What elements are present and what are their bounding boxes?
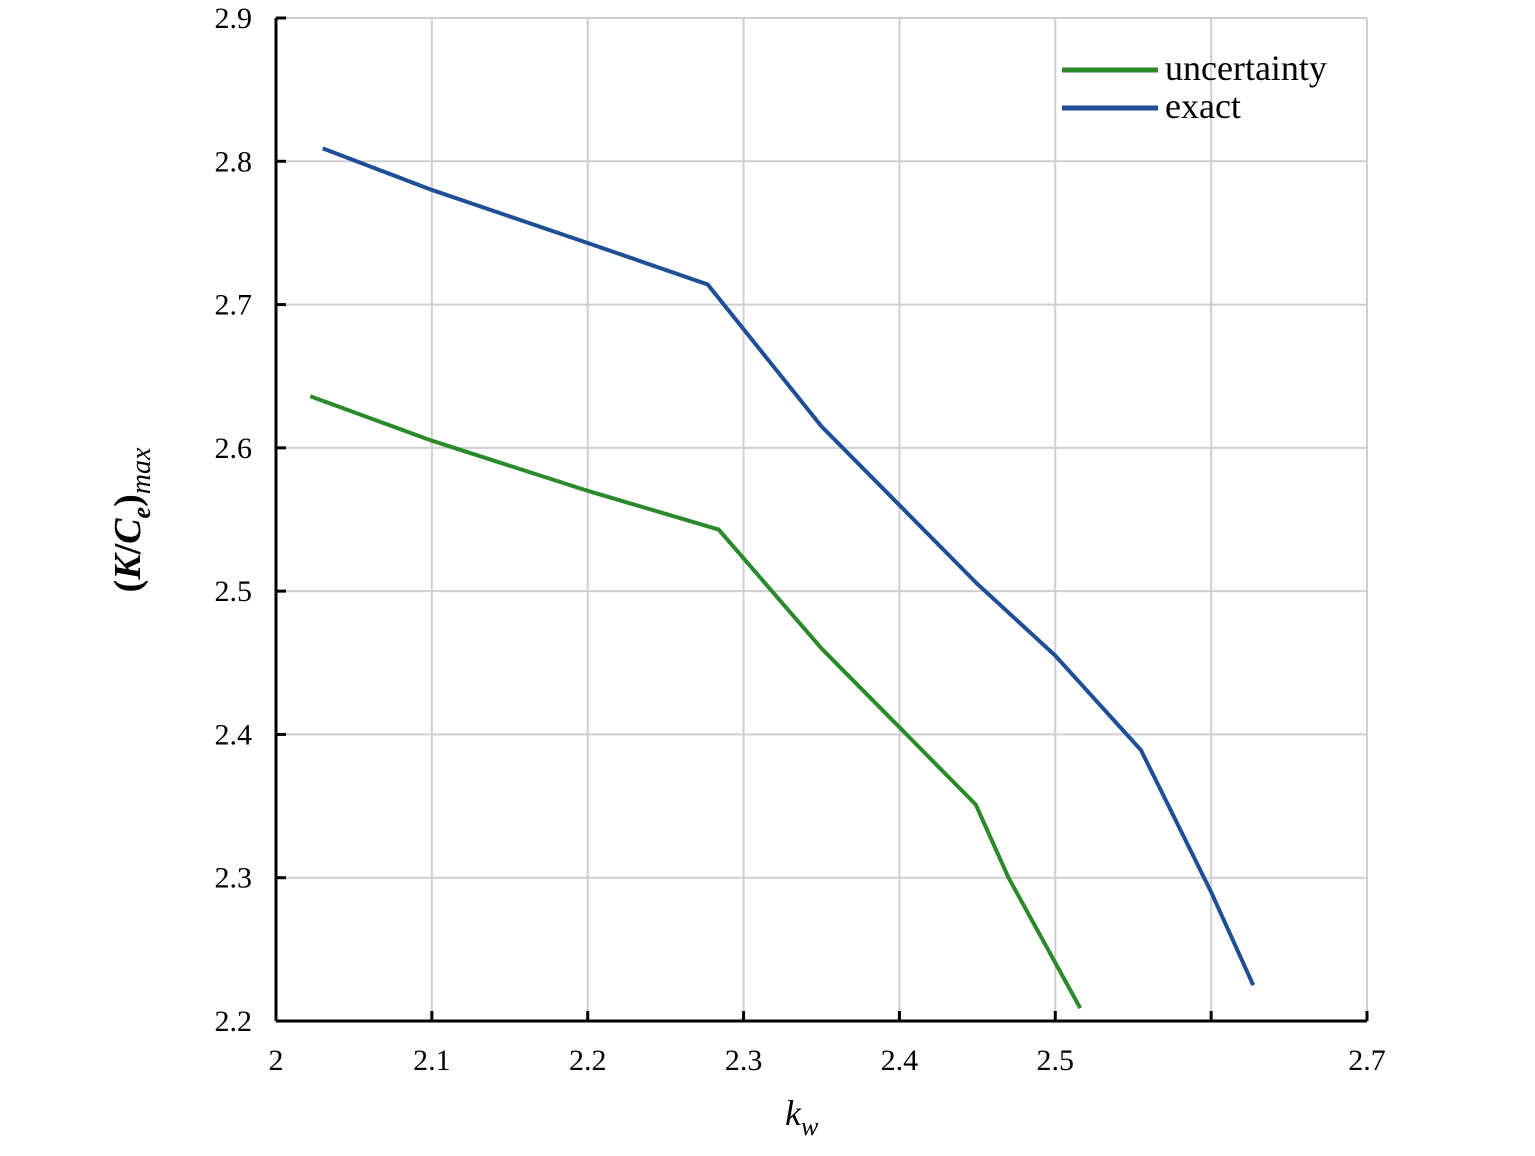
legend-label-exact: exact <box>1165 86 1241 126</box>
series-line-exact <box>322 146 1256 987</box>
y-tick-label: 2.6 <box>215 432 253 465</box>
y-tick-label: 2.8 <box>215 145 253 178</box>
y-tick-label: 2.3 <box>215 862 253 895</box>
y-axis-label: (K/Ce)max <box>107 447 157 592</box>
series-lines <box>309 146 1256 1010</box>
x-axis-label: kw <box>785 1093 819 1141</box>
x-tick-label: 2 <box>269 1044 284 1077</box>
y-tick-label: 2.2 <box>215 1005 253 1038</box>
grid <box>275 17 1368 1022</box>
axes <box>274 16 1369 1023</box>
x-tick-label: 2.2 <box>569 1044 607 1077</box>
series-line-uncertainty <box>309 394 1082 1010</box>
y-tick-label: 2.9 <box>215 2 253 35</box>
y-tick-label: 2.5 <box>215 575 253 608</box>
x-tick-label: 2.1 <box>413 1044 451 1077</box>
tick-labels: 2 2.1 2.2 2.3 2.4 2.5 2.7 2.2 2.3 2.4 2.5 2.6 2.7 2.8… <box>215 2 1386 1077</box>
y-tick-label: 2.7 <box>215 289 253 322</box>
y-tick-label: 2.4 <box>215 718 253 751</box>
x-tick-label: 2.5 <box>1037 1044 1075 1077</box>
x-tick-label: 2.4 <box>881 1044 919 1077</box>
legend-label-uncertainty: uncertainty <box>1165 48 1327 88</box>
x-tick-label: 2.7 <box>1348 1044 1386 1077</box>
x-tick-label: 2.3 <box>725 1044 763 1077</box>
